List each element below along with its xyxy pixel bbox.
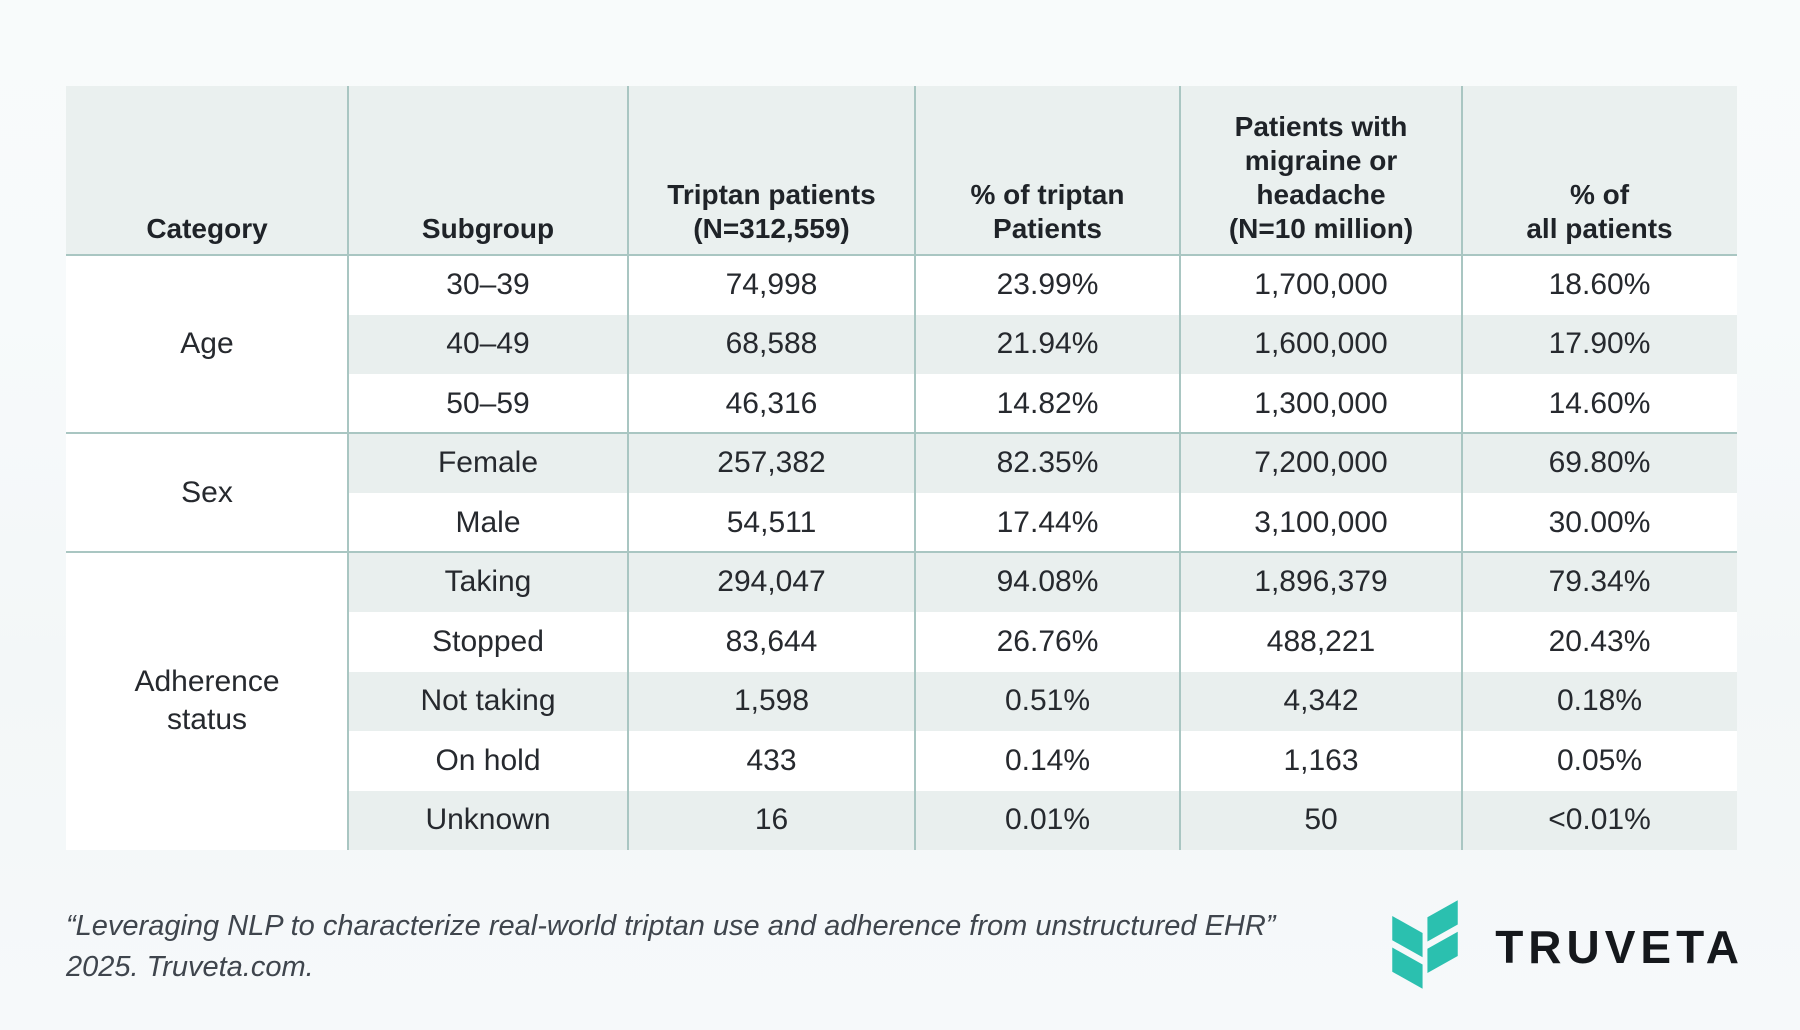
table-cell: 50 [1180,790,1462,850]
demographics-table: Category Subgroup Triptan patients (N=31… [66,86,1737,850]
table-cell: 83,644 [628,612,915,672]
column-header-subgroup: Subgroup [348,86,628,255]
table-cell: 1,896,379 [1180,552,1462,612]
table-cell: 17.44% [915,493,1180,553]
column-header-triptan-patients: Triptan patients (N=312,559) [628,86,915,255]
subgroup-cell: Stopped [348,612,628,672]
table-cell: 1,700,000 [1180,255,1462,315]
truveta-wordmark: TRUVETA [1495,921,1744,973]
table-grid: Category Subgroup Triptan patients (N=31… [66,86,1737,850]
table-cell: 54,511 [628,493,915,553]
table-cell: <0.01% [1462,790,1737,850]
subgroup-cell: Unknown [348,790,628,850]
subgroup-cell: Taking [348,552,628,612]
subgroup-cell: Not taking [348,671,628,731]
column-header-migraine-patients: Patients with migraine or headache (N=10… [1180,86,1462,255]
table-cell: 21.94% [915,314,1180,374]
table-cell: 7,200,000 [1180,433,1462,493]
column-divider [1461,86,1463,850]
column-header-category: Category [66,86,348,255]
column-header-pct-all: % of all patients [1462,86,1737,255]
table-cell: 433 [628,731,915,791]
table-cell: 0.05% [1462,731,1737,791]
table-cell: 79.34% [1462,552,1737,612]
table-cell: 0.01% [915,790,1180,850]
table-cell: 1,300,000 [1180,374,1462,434]
table-cell: 14.60% [1462,374,1737,434]
table-cell: 257,382 [628,433,915,493]
column-divider [1179,86,1181,850]
table-cell: 94.08% [915,552,1180,612]
table-cell: 1,163 [1180,731,1462,791]
truveta-logo: TRUVETA [1375,897,1744,997]
subgroup-cell: 30–39 [348,255,628,315]
table-cell: 82.35% [915,433,1180,493]
subgroup-cell: 50–59 [348,374,628,434]
citation: “Leveraging NLP to characterize real-wor… [66,906,1275,988]
column-divider [347,86,349,850]
header-divider [66,254,1737,256]
table-cell: 1,598 [628,671,915,731]
table-cell: 1,600,000 [1180,314,1462,374]
group-divider [66,551,1737,553]
subgroup-cell: Male [348,493,628,553]
subgroup-cell: Female [348,433,628,493]
table-cell: 3,100,000 [1180,493,1462,553]
table-cell: 294,047 [628,552,915,612]
table-cell: 0.14% [915,731,1180,791]
column-divider [914,86,916,850]
table-cell: 20.43% [1462,612,1737,672]
truveta-leaf-mark-icon [1392,899,1458,989]
table-cell: 14.82% [915,374,1180,434]
column-divider [627,86,629,850]
table-cell: 16 [628,790,915,850]
table-cell: 26.76% [915,612,1180,672]
table-cell: 74,998 [628,255,915,315]
subgroup-cell: 40–49 [348,314,628,374]
table-cell: 488,221 [1180,612,1462,672]
subgroup-cell: On hold [348,731,628,791]
citation-line-2: 2025. Truveta.com. [66,951,314,983]
table-cell: 30.00% [1462,493,1737,553]
group-divider [66,432,1737,434]
table-cell: 69.80% [1462,433,1737,493]
column-header-pct-triptan: % of triptan Patients [915,86,1180,255]
table-cell: 0.51% [915,671,1180,731]
table-cell: 23.99% [915,255,1180,315]
category-cell-age: Age [66,255,348,434]
table-cell: 18.60% [1462,255,1737,315]
citation-line-1: “Leveraging NLP to characterize real-wor… [66,910,1276,942]
table-cell: 4,342 [1180,671,1462,731]
category-cell-sex: Sex [66,433,348,553]
table-cell: 17.90% [1462,314,1737,374]
table-cell: 0.18% [1462,671,1737,731]
table-cell: 46,316 [628,374,915,434]
category-cell-adherence-status: Adherence status [66,552,348,850]
table-cell: 68,588 [628,314,915,374]
